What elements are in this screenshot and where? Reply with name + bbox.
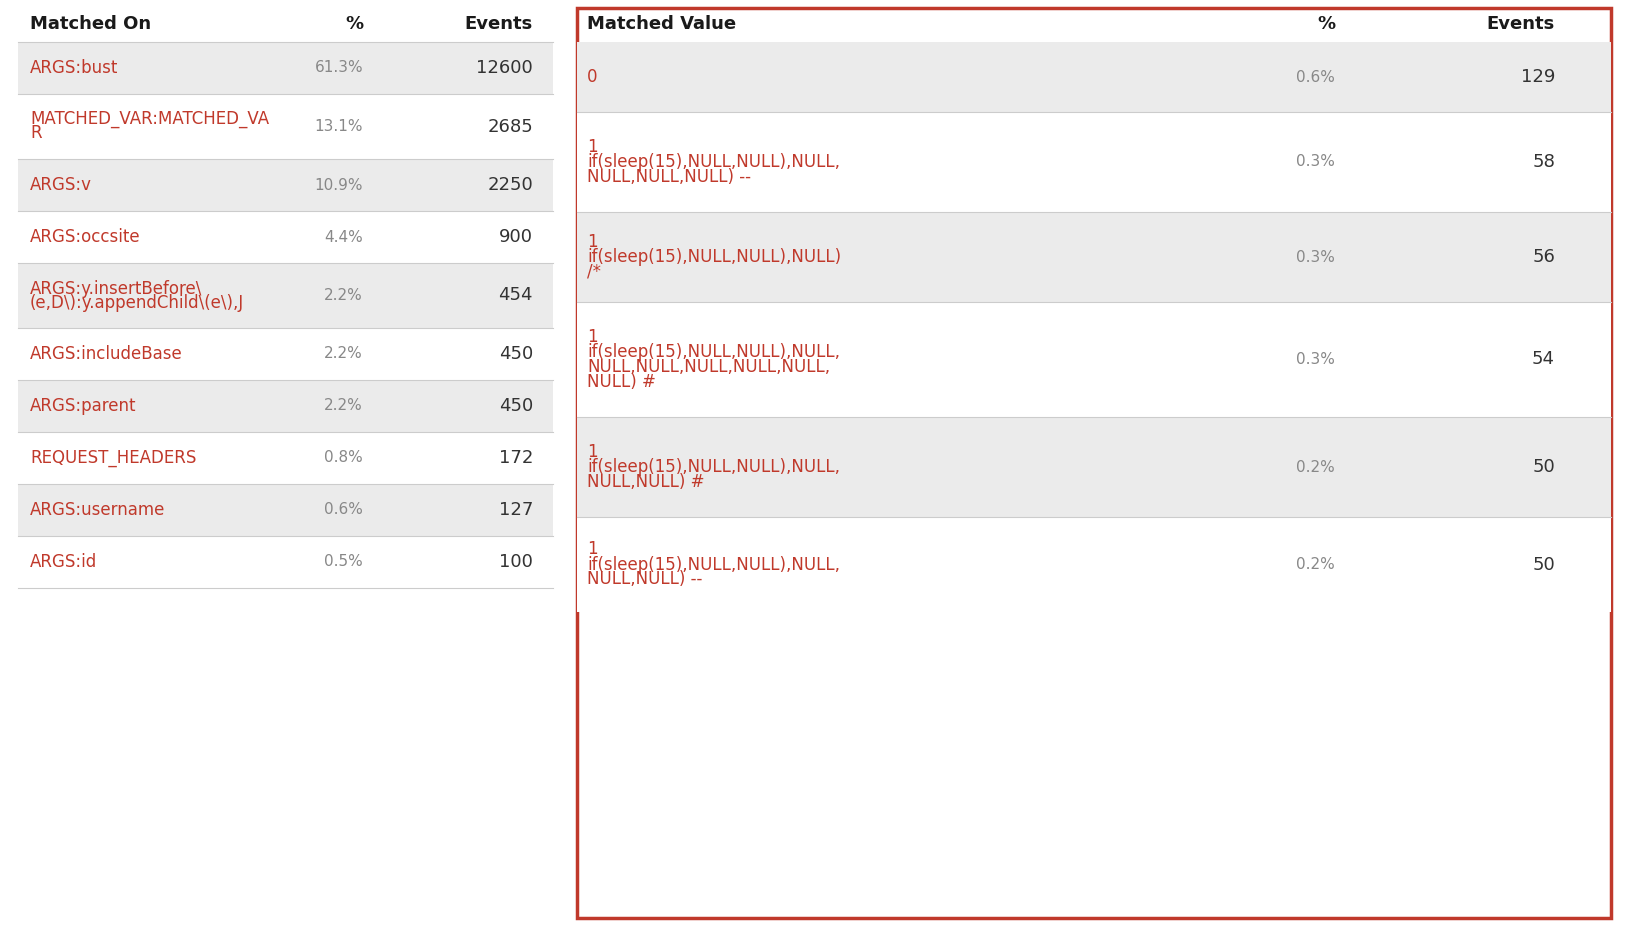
Text: if(sleep(15),NULL,NULL),NULL): if(sleep(15),NULL,NULL),NULL) <box>587 248 841 266</box>
Text: 0.6%: 0.6% <box>1296 69 1335 84</box>
FancyBboxPatch shape <box>18 328 553 380</box>
Text: 1: 1 <box>587 233 598 251</box>
FancyBboxPatch shape <box>577 112 1610 212</box>
Text: Events: Events <box>465 15 533 33</box>
Text: 13.1%: 13.1% <box>315 119 363 134</box>
Text: 4.4%: 4.4% <box>324 229 363 244</box>
Text: 2.2%: 2.2% <box>324 288 363 303</box>
Text: 2250: 2250 <box>487 176 533 194</box>
Text: ARGS:username: ARGS:username <box>29 501 165 519</box>
Text: ARGS:parent: ARGS:parent <box>29 397 137 415</box>
Text: 1: 1 <box>587 138 598 156</box>
Text: ARGS:bust: ARGS:bust <box>29 59 119 77</box>
Text: 0.3%: 0.3% <box>1296 154 1335 169</box>
Text: 100: 100 <box>499 553 533 571</box>
Text: 50: 50 <box>1532 555 1555 574</box>
Text: 0.2%: 0.2% <box>1296 460 1335 475</box>
FancyBboxPatch shape <box>577 302 1610 417</box>
Text: 900: 900 <box>499 228 533 246</box>
Text: if(sleep(15),NULL,NULL),NULL,: if(sleep(15),NULL,NULL),NULL, <box>587 458 839 476</box>
Text: 0.5%: 0.5% <box>324 554 363 569</box>
Text: %: % <box>1317 15 1335 33</box>
Text: ARGS:occsite: ARGS:occsite <box>29 228 140 246</box>
Text: ARGS:v: ARGS:v <box>29 176 91 194</box>
Text: NULL,NULL) #: NULL,NULL) # <box>587 473 704 491</box>
FancyBboxPatch shape <box>18 432 553 484</box>
Text: 61.3%: 61.3% <box>315 61 363 76</box>
Text: NULL,NULL,NULL,NULL,NULL,: NULL,NULL,NULL,NULL,NULL, <box>587 358 830 376</box>
Text: 2685: 2685 <box>487 118 533 136</box>
Text: %: % <box>346 15 363 33</box>
FancyBboxPatch shape <box>18 536 553 588</box>
Text: 56: 56 <box>1532 248 1555 266</box>
Text: NULL,NULL) --: NULL,NULL) -- <box>587 571 703 589</box>
FancyBboxPatch shape <box>18 211 553 263</box>
Text: /*: /* <box>587 263 601 281</box>
Text: 12600: 12600 <box>476 59 533 77</box>
FancyBboxPatch shape <box>18 159 553 211</box>
Text: 0: 0 <box>587 68 598 86</box>
Text: 1: 1 <box>587 328 598 346</box>
Text: 450: 450 <box>499 397 533 415</box>
Text: 2.2%: 2.2% <box>324 399 363 414</box>
Text: if(sleep(15),NULL,NULL),NULL,: if(sleep(15),NULL,NULL),NULL, <box>587 153 839 171</box>
Text: ARGS:y.insertBefore\: ARGS:y.insertBefore\ <box>29 280 202 298</box>
Text: 172: 172 <box>499 449 533 467</box>
FancyBboxPatch shape <box>18 42 553 94</box>
Text: 450: 450 <box>499 345 533 363</box>
Text: ARGS:id: ARGS:id <box>29 553 98 571</box>
Text: ARGS:includeBase: ARGS:includeBase <box>29 345 183 363</box>
Text: 58: 58 <box>1532 153 1555 171</box>
Text: 0.2%: 0.2% <box>1296 557 1335 572</box>
Text: 0.3%: 0.3% <box>1296 352 1335 367</box>
Text: NULL) #: NULL) # <box>587 373 655 391</box>
Text: 50: 50 <box>1532 458 1555 476</box>
Text: 1: 1 <box>587 443 598 461</box>
FancyBboxPatch shape <box>18 263 553 328</box>
Text: MATCHED_VAR:MATCHED_VA: MATCHED_VAR:MATCHED_VA <box>29 110 269 128</box>
Text: 129: 129 <box>1521 68 1555 86</box>
FancyBboxPatch shape <box>18 380 553 432</box>
Text: 54: 54 <box>1532 350 1555 369</box>
Text: 0.6%: 0.6% <box>324 503 363 518</box>
Text: 454: 454 <box>499 286 533 304</box>
Text: if(sleep(15),NULL,NULL),NULL,: if(sleep(15),NULL,NULL),NULL, <box>587 555 839 574</box>
Text: (e,D\):y.appendChild\(e\),J: (e,D\):y.appendChild\(e\),J <box>29 294 244 312</box>
FancyBboxPatch shape <box>577 417 1610 517</box>
Text: R: R <box>29 124 42 142</box>
Text: 0.8%: 0.8% <box>324 450 363 465</box>
Text: 2.2%: 2.2% <box>324 346 363 361</box>
Text: Matched Value: Matched Value <box>587 15 737 33</box>
FancyBboxPatch shape <box>577 212 1610 302</box>
Text: if(sleep(15),NULL,NULL),NULL,: if(sleep(15),NULL,NULL),NULL, <box>587 343 839 361</box>
Text: 127: 127 <box>499 501 533 519</box>
FancyBboxPatch shape <box>18 94 553 159</box>
FancyBboxPatch shape <box>577 517 1610 612</box>
Text: Events: Events <box>1487 15 1555 33</box>
Text: REQUEST_HEADERS: REQUEST_HEADERS <box>29 449 196 467</box>
FancyBboxPatch shape <box>577 42 1610 112</box>
Text: 10.9%: 10.9% <box>315 178 363 193</box>
Text: 0.3%: 0.3% <box>1296 250 1335 265</box>
Text: Matched On: Matched On <box>29 15 152 33</box>
FancyBboxPatch shape <box>18 484 553 536</box>
Text: 1: 1 <box>587 540 598 559</box>
Text: NULL,NULL,NULL) --: NULL,NULL,NULL) -- <box>587 168 751 186</box>
